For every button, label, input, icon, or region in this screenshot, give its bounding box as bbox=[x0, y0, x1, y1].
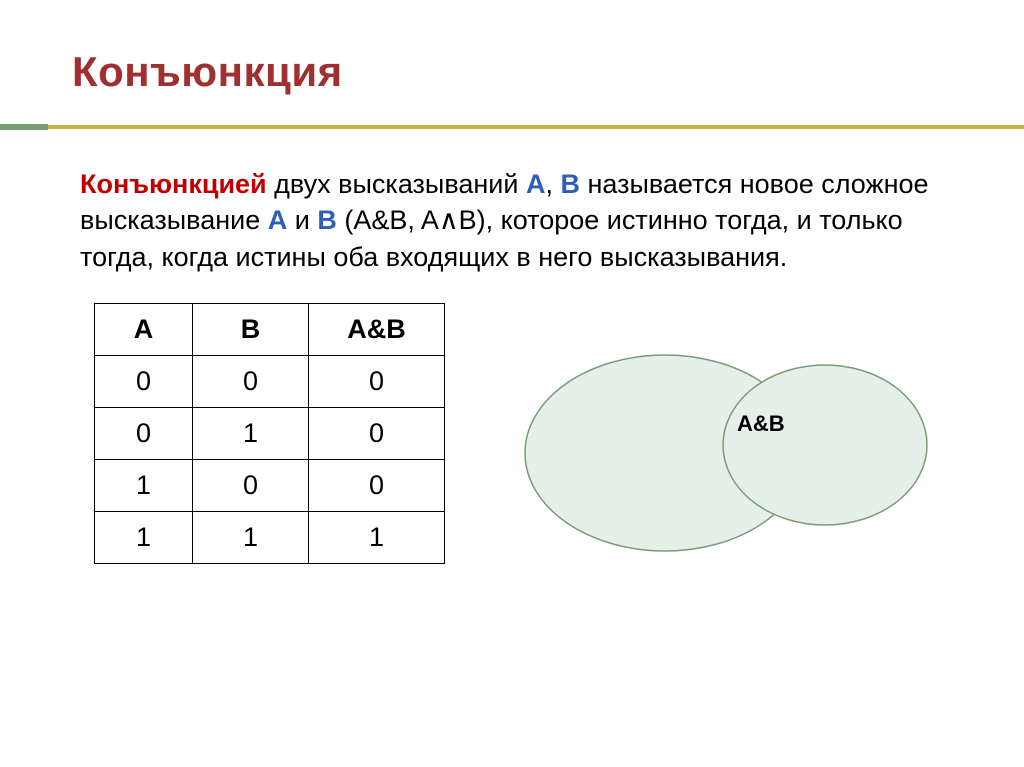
venn-label: A&B bbox=[737, 411, 785, 437]
table-row: 0 0 0 bbox=[95, 356, 445, 408]
cell: 0 bbox=[193, 460, 309, 512]
col-B: B bbox=[193, 304, 309, 356]
cell: 0 bbox=[95, 408, 193, 460]
def-A2: А bbox=[268, 205, 288, 235]
cell: 0 bbox=[309, 408, 445, 460]
cell: 1 bbox=[193, 408, 309, 460]
col-AB: A&B bbox=[309, 304, 445, 356]
cell: 1 bbox=[95, 460, 193, 512]
def-A: А bbox=[526, 169, 546, 199]
table-row: 1 1 1 bbox=[95, 512, 445, 564]
title-area: Конъюнкция bbox=[0, 0, 1024, 96]
def-B2: В bbox=[317, 205, 337, 235]
venn-svg bbox=[515, 333, 935, 593]
cell: 0 bbox=[95, 356, 193, 408]
cell: 1 bbox=[193, 512, 309, 564]
content-row: A B A&B 0 0 0 0 1 0 1 0 0 1 1 bbox=[0, 275, 1024, 593]
def-mid1: двух высказываний bbox=[267, 169, 526, 199]
cell: 1 bbox=[95, 512, 193, 564]
table-header-row: A B A&B bbox=[95, 304, 445, 356]
cell: 0 bbox=[309, 356, 445, 408]
truth-table: A B A&B 0 0 0 0 1 0 1 0 0 1 1 bbox=[94, 303, 445, 564]
col-A: A bbox=[95, 304, 193, 356]
cell: 0 bbox=[193, 356, 309, 408]
rule-accent bbox=[0, 124, 48, 130]
def-B: В bbox=[560, 169, 580, 199]
def-lead: Конъюнкцией bbox=[80, 169, 267, 199]
venn-diagram: A&B bbox=[515, 333, 935, 593]
table-row: 1 0 0 bbox=[95, 460, 445, 512]
venn-circle-right bbox=[723, 365, 927, 525]
rule-line bbox=[48, 125, 1024, 129]
definition-paragraph: Конъюнкцией двух высказываний А, В назыв… bbox=[0, 130, 1024, 275]
page-title: Конъюнкция bbox=[72, 48, 1024, 96]
def-comma: , bbox=[545, 169, 560, 199]
cell: 1 bbox=[309, 512, 445, 564]
cell: 0 bbox=[309, 460, 445, 512]
def-and: и bbox=[287, 205, 317, 235]
table-row: 0 1 0 bbox=[95, 408, 445, 460]
